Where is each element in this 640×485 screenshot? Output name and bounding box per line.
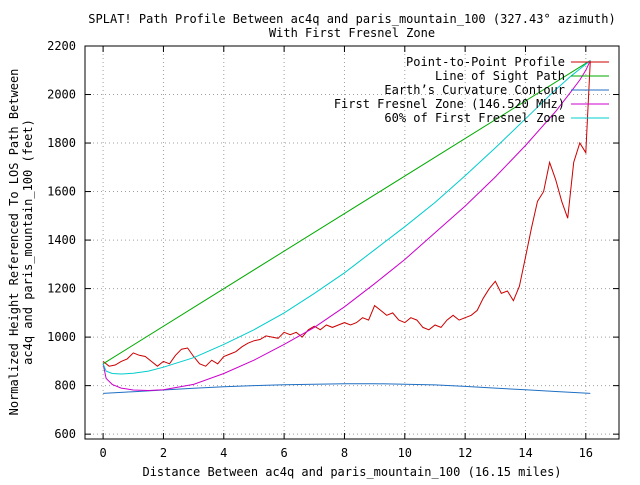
axis-ticks: 0 2 4 6 8 10 12 14 16 600 800 1000 1200 1400 1600 1800 2… [47, 39, 619, 460]
x-tick-label: 2 [160, 446, 167, 460]
series-line-first-fresnel-zone-146-520-mhz [102, 60, 591, 392]
y-axis-label-line-1: Normalized Height Referenced To LOS Path… [7, 69, 21, 416]
chart-subtitle: With First Fresnel Zone [269, 26, 435, 40]
x-tick-label: 12 [458, 446, 472, 460]
series-line-earth-s-curvature-contour [103, 383, 591, 394]
y-tick-label: 1800 [47, 136, 76, 150]
y-tick-label: 2000 [47, 88, 76, 102]
legend-label: Point-to-Point Profile [406, 55, 565, 69]
x-tick-label: 6 [281, 446, 288, 460]
x-tick-label: 14 [518, 446, 532, 460]
chart-title: SPLAT! Path Profile Between ac4q and par… [88, 12, 615, 26]
y-tick-label: 800 [54, 379, 76, 393]
y-tick-label: 1400 [47, 233, 76, 247]
legend-label: Line of Sight Path [435, 69, 565, 83]
series-line-60-of-first-fresnel-zone [102, 60, 591, 375]
legend-label: Earth’s Curvature Contour [384, 83, 565, 97]
series-line-point-to-point-profile [102, 60, 591, 367]
plot-frame [84, 45, 620, 440]
legend-label: First Fresnel Zone (146.520 MHz) [334, 97, 565, 111]
x-tick-label: 16 [579, 446, 593, 460]
series-lines [102, 60, 591, 394]
y-tick-label: 1600 [47, 185, 76, 199]
legend-label: 60% of First Fresnel Zone [384, 111, 565, 125]
series-line-line-of-sight-path [102, 60, 591, 365]
y-tick-label: 1200 [47, 282, 76, 296]
x-tick-label: 0 [99, 446, 106, 460]
x-tick-label: 10 [398, 446, 412, 460]
y-tick-label: 1000 [47, 330, 76, 344]
x-axis-label: Distance Between ac4q and paris_mountain… [142, 465, 561, 479]
y-tick-label: 2200 [47, 39, 76, 53]
y-tick-label: 600 [54, 427, 76, 441]
x-tick-label: 8 [341, 446, 348, 460]
x-tick-label: 4 [220, 446, 227, 460]
y-axis-label-line-2: ac4q and paris_mountain_100 (feet) [21, 119, 35, 365]
